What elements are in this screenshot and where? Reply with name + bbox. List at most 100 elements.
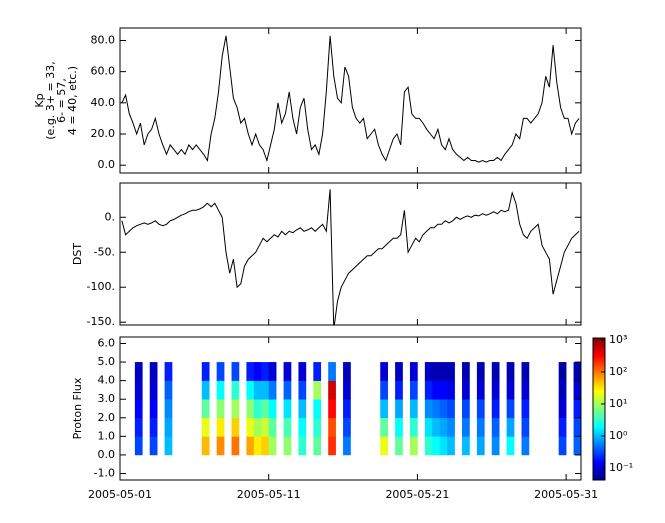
flux-cell [164, 436, 173, 456]
y-tick-label: 0.0 [98, 448, 116, 461]
panel: 0. -50. -100. -150. DST [71, 182, 582, 328]
colorbar-tick-label: 10¹ [609, 397, 627, 410]
y-tick-label: 40.0 [91, 96, 116, 109]
flux-cell [268, 399, 277, 419]
data-line [121, 35, 580, 163]
flux-cell [506, 436, 515, 456]
flux-cell [261, 362, 270, 381]
flux-cell [164, 380, 173, 400]
flux-cell [462, 399, 470, 419]
flux-cell [476, 417, 485, 437]
flux-cell [283, 380, 292, 400]
flux-cell [573, 399, 582, 419]
flux-cell [558, 362, 567, 381]
flux-cell [395, 362, 403, 381]
flux-cell [261, 436, 270, 456]
flux-cell [261, 380, 270, 400]
flux-cell [343, 417, 351, 437]
flux-cell [439, 417, 448, 437]
flux-cell [328, 399, 336, 419]
flux-cell [558, 399, 567, 419]
flux-cell [521, 399, 530, 419]
flux-cell [283, 417, 292, 437]
flux-cell [395, 399, 403, 419]
colorbar-tick-label: 10⁰ [609, 429, 628, 442]
flux-cell [253, 399, 262, 419]
flux-cell [558, 436, 567, 456]
y-tick-label: 0. [105, 210, 116, 223]
flux-cell [343, 436, 351, 456]
flux-cell [409, 362, 418, 381]
flux-cell [424, 362, 433, 381]
colorbar [592, 337, 606, 481]
flux-cell [476, 399, 485, 419]
flux-cell [409, 436, 418, 456]
flux-cell [395, 417, 403, 437]
flux-cell [424, 380, 433, 400]
flux-cell [268, 417, 277, 437]
flux-cell [491, 362, 500, 381]
y-tick-label: 1.0 [98, 429, 116, 442]
flux-cell [439, 362, 448, 381]
x-tick-label: 2005-05-31 [534, 488, 598, 501]
flux-cell [380, 380, 388, 400]
flux-cell [491, 399, 500, 419]
colorbar-tick-label: 10³ [609, 333, 627, 346]
frame [119, 336, 582, 481]
flux-cell [231, 399, 240, 419]
y-tick-label: -100. [87, 280, 115, 293]
y-axis-label: DST [71, 243, 84, 265]
flux-cell [149, 436, 158, 456]
y-tick-label: 20.0 [91, 127, 116, 140]
flux-cell [432, 362, 441, 381]
flux-cell [439, 380, 448, 400]
y-tick-label: -150. [87, 315, 115, 328]
y-tick-label: 5.0 [98, 355, 116, 368]
flux-cell [491, 380, 500, 400]
flux-cell [424, 436, 433, 456]
x-tick-label: 2005-05-21 [385, 488, 449, 501]
flux-cell [149, 380, 158, 400]
flux-cell [573, 417, 582, 437]
flux-cell [343, 380, 351, 400]
flux-cell [506, 380, 515, 400]
flux-cell [521, 362, 530, 381]
flux-cell [558, 380, 567, 400]
flux-cell [462, 380, 470, 400]
flux-cell [201, 380, 210, 400]
flux-cell [573, 362, 582, 381]
colorbar-tick-label: 10⁻¹ [609, 461, 633, 474]
flux-cell [439, 436, 448, 456]
flux-cell [261, 417, 270, 437]
panel: 0.0 20.0 40.0 60.0 80.0 Kp(e.g. 3+ = 33,6- = … [33, 27, 582, 174]
data-line [121, 189, 580, 325]
flux-cell [216, 399, 225, 419]
flux-cell [253, 380, 262, 400]
flux-cell [476, 380, 485, 400]
flux-cell [343, 399, 351, 419]
flux-cell [380, 399, 388, 419]
y-tick-label: 3.0 [98, 392, 116, 405]
flux-cell [313, 399, 322, 419]
flux-cell [328, 380, 336, 400]
y-axis-label: 6- = 57, [55, 78, 68, 123]
y-tick-label: 2.0 [98, 411, 116, 424]
flux-cell [447, 417, 455, 437]
flux-cell [231, 417, 240, 437]
flux-cell [432, 380, 441, 400]
flux-cell [521, 417, 530, 437]
flux-cell [447, 380, 455, 400]
flux-cell [328, 362, 336, 381]
flux-cell [506, 399, 515, 419]
flux-cell [298, 399, 307, 419]
flux-cell [253, 362, 262, 381]
y-tick-label: 6.0 [98, 337, 116, 350]
y-tick-label: 80.0 [91, 33, 116, 46]
y-tick-label: -50. [94, 245, 115, 258]
y-axis-label: 4 = 40, etc.) [66, 66, 79, 135]
flux-cell [462, 436, 470, 456]
flux-cell [201, 399, 210, 419]
y-tick-label: 4.0 [98, 374, 116, 387]
y-axis-label: Proton Flux [71, 377, 84, 439]
